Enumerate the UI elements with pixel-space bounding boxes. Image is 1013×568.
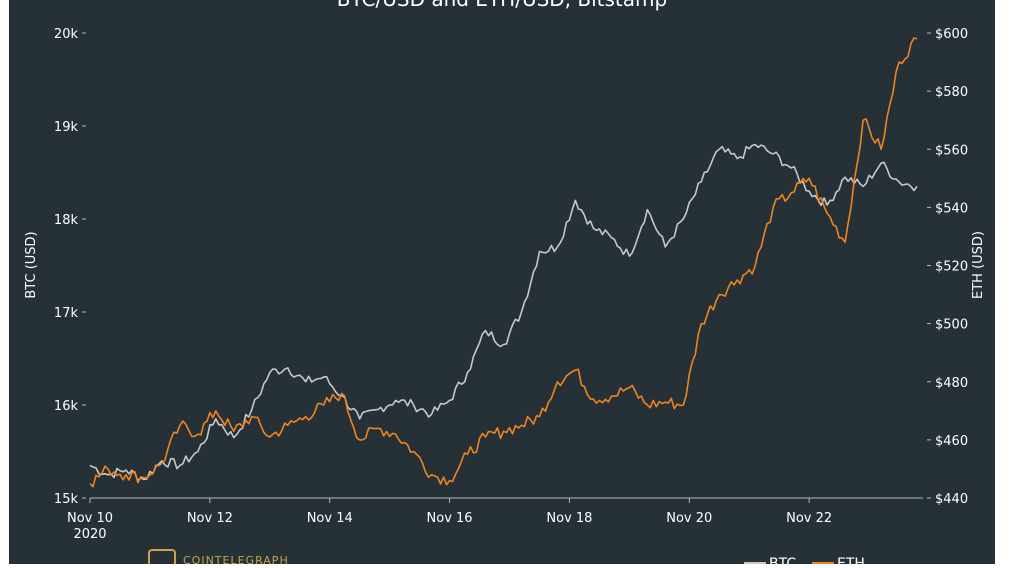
time-tick-label: Nov 20 (666, 511, 712, 526)
time-tick-label: Nov 14 (307, 511, 353, 526)
cointelegraph-logo: COINTELEGRAPH (148, 549, 289, 567)
logo-text: COINTELEGRAPH (183, 554, 289, 564)
legend-btc-label: BTC (769, 556, 796, 564)
eth-tick-label: $580 (935, 85, 968, 100)
btc-tick-label: 15k (54, 492, 79, 507)
eth-tick-label: $600 (935, 27, 968, 42)
eth-axis-title: ETH (USD) (971, 231, 986, 299)
time-tick-sublabel: 2020 (73, 527, 106, 542)
eth-series-line (89, 37, 918, 488)
btc-tick-label: 19k (54, 120, 79, 135)
eth-axis: $440 $460 $480 $500 $520 $540 $560 $580 $600 (927, 27, 968, 507)
series-layer (89, 37, 918, 488)
time-tick-label: Nov 10 (67, 511, 113, 526)
chart-panel: BTC/USD and ETH/USD, Bitstamp 15k16k17k1… (9, 0, 995, 568)
time-tick-label: Nov 16 (427, 511, 473, 526)
eth-tick-label: $520 (935, 260, 968, 275)
btc-axis: 15k 16k 17k 18k 19k 20k (54, 27, 86, 507)
chart-title: BTC/USD and ETH/USD, Bitstamp (337, 0, 667, 11)
eth-tick-label: $440 (935, 492, 968, 507)
chart-svg: BTC/USD and ETH/USD, Bitstamp 15k16k17k1… (24, 0, 986, 568)
time-axis: Nov 10 Nov 12 Nov 14 Nov 16 Nov 18 Nov 20 Nov … (67, 497, 923, 542)
time-tick-label: Nov 18 (546, 511, 592, 526)
btc-tick-label: 16k (54, 399, 79, 414)
eth-tick-label: $460 (935, 434, 968, 449)
eth-tick-label: $500 (935, 318, 968, 333)
legend-eth-label: ETH (837, 556, 865, 564)
eth-tick-label: $560 (935, 143, 968, 158)
btc-series-line (89, 143, 918, 482)
btc-tick-label: 18k (54, 213, 79, 228)
time-tick-label: Nov 22 (786, 511, 832, 526)
btc-tick-label: 17k (54, 306, 79, 321)
time-tick-label: Nov 12 (187, 511, 233, 526)
eth-tick-label: $540 (935, 201, 968, 216)
eth-tick-label: $480 (935, 376, 968, 391)
btc-tick-label: 20k (54, 27, 79, 42)
logo-mark-icon (148, 549, 176, 567)
btc-axis-title: BTC (USD) (24, 231, 39, 298)
legend: BTC ETH (744, 556, 865, 568)
